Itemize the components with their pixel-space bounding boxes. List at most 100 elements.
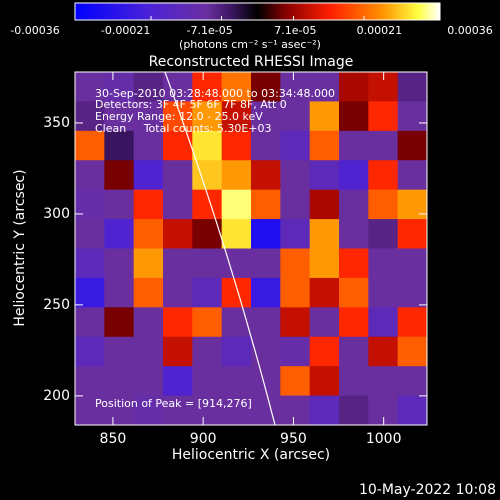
heatmap-cell [163,366,193,397]
heatmap-cell [339,219,369,249]
heatmap-cell [368,307,399,338]
heatmap-cell [104,101,135,132]
heatmap-cell [163,219,193,249]
heatmap-cell [163,130,193,161]
heatmap-cell [192,248,223,279]
heatmap-cell [251,219,281,249]
heatmap-cell [221,219,252,249]
heatmap-cell [280,101,311,132]
heatmap-cell [368,219,399,249]
annotation: Clean Total counts: 5.30E+03 [95,122,272,135]
heatmap-cell [339,160,369,191]
heatmap-cell [192,72,223,102]
heatmap-cell [368,189,399,220]
y-tick-label: 350 [43,115,70,131]
heatmap-cell [280,395,311,425]
annotation: Detectors: 3F 4F 5F 6F 7F 8F, Att 0 [95,98,287,111]
heatmap-cell [280,248,311,279]
heatmap-cell [251,336,281,367]
heatmap-cell [397,72,427,102]
heatmap-cell [397,101,427,132]
heatmap-cell [368,101,399,132]
heatmap-cell [163,248,193,279]
heatmap-cell [280,72,311,102]
y-axis-label: Heliocentric Y (arcsec) [12,169,28,326]
heatmap-cell [104,189,135,220]
plot-frame [74,71,428,426]
x-tick-label: 950 [280,431,307,447]
heatmap-cell [192,101,223,132]
x-tick-label: 900 [190,431,217,447]
heatmap-cell [251,277,281,308]
heatmap-cell [163,336,193,367]
heatmap-cell [309,130,340,161]
colorbar-unit: (photons cm⁻² s⁻¹ asec⁻²) [179,38,321,51]
heatmap-cell [75,248,105,279]
heatmap-cell [368,248,399,279]
heatmap-cell [309,219,340,249]
colorbar-tick-label: -0.00021 [101,24,150,37]
heatmap-cell [192,160,223,191]
x-tick-label: 850 [100,431,127,447]
heatmap-cell [133,366,164,397]
heatmap-cell [75,366,105,397]
heatmap-cell [251,307,281,338]
heatmap-cell [251,160,281,191]
heatmap-cell [104,336,135,367]
heatmap-cell [192,336,223,367]
heatmap-cell [104,366,135,397]
heatmap-cell [309,336,340,367]
heatmap-cell [339,307,369,338]
heatmap-cell [309,189,340,220]
heatmap-cell [339,72,369,102]
heatmap-cell [221,72,252,102]
heatmap-cell [368,277,399,308]
heatmap-cell [280,189,311,220]
heatmap-cell [163,160,193,191]
heatmap-cell [163,189,193,220]
heatmap-cell [397,160,427,191]
heatmap-cell [368,336,399,367]
heatmap-cell [192,277,223,308]
heatmap-cell [221,130,252,161]
heatmap-cell [75,395,105,425]
heatmap-cell [397,366,427,397]
heatmap-cell [309,101,340,132]
heatmap-cell [397,336,427,367]
heatmap-cell [339,336,369,367]
heatmap [75,72,427,425]
annotation: Energy Range: 12.0 - 25.0 keV [95,110,263,123]
heatmap-cell [75,336,105,367]
heatmap-cell [397,395,427,425]
heatmap-cell [397,307,427,338]
heatmap-cell [280,366,311,397]
x-axis-label: Heliocentric X (arcsec) [172,447,330,463]
heatmap-cell [75,160,105,191]
heatmap-cell [104,395,135,425]
heatmap-cell [221,366,252,397]
colorbar [74,2,441,21]
heatmap-cell [221,189,252,220]
heatmap-cell [309,395,340,425]
annotation: 30-Sep-2010 03:28:48.000 to 03:34:48.000 [95,87,335,100]
heatmap-cell [133,189,164,220]
heatmap-cell [368,366,399,397]
heatmap-cell [251,189,281,220]
heatmap-cell [339,101,369,132]
heatmap-cell [339,395,369,425]
heatmap-cell [309,248,340,279]
heatmap-cell [75,72,105,102]
heatmap-cell [221,395,252,425]
y-tick-label: 250 [43,297,70,313]
heatmap-cell [104,277,135,308]
colorbar-tick-label: -7.1e-05 [187,24,233,37]
heatmap-cell [221,277,252,308]
heatmap-cell [280,160,311,191]
solar-limb [164,72,276,425]
heatmap-cell [251,248,281,279]
heatmap-cell [280,307,311,338]
heatmap-cell [75,277,105,308]
heatmap-cell [280,277,311,308]
heatmap-cell [397,277,427,308]
